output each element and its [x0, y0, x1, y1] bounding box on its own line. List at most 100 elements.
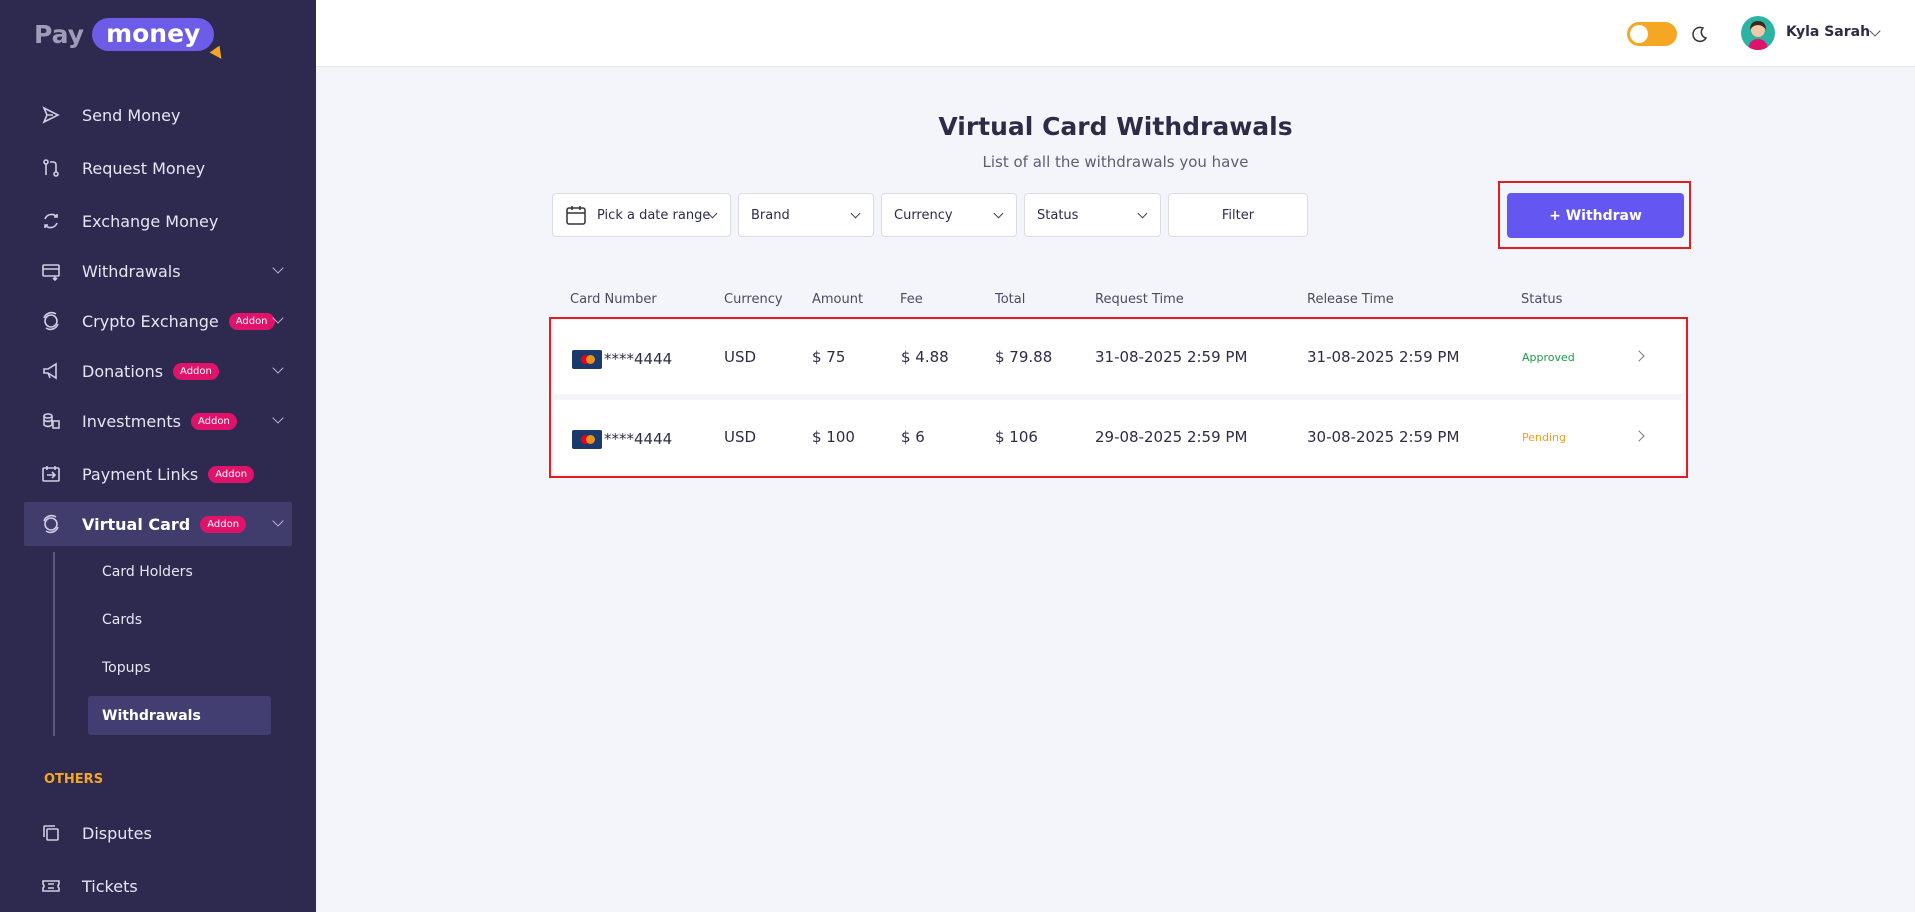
submenu-item-cards[interactable]: Cards — [102, 611, 143, 628]
topbar: Kyla Sarah — [316, 0, 1915, 67]
table-row[interactable]: ****4444 USD $ 75 $ 4.88 $ 79.88 31-08-2… — [554, 320, 1683, 394]
withdraw-button[interactable]: + Withdraw — [1507, 193, 1684, 238]
sidebar-item-label: Investments — [82, 411, 181, 431]
theme-toggle[interactable] — [1627, 22, 1677, 46]
toggle-knob — [1630, 25, 1648, 43]
sidebar-item-exchange-money[interactable]: Exchange Money — [24, 199, 292, 243]
chevron-down-icon — [272, 412, 284, 424]
moon-icon[interactable] — [1691, 25, 1709, 43]
chevron-down-icon — [1137, 208, 1148, 219]
brand-select[interactable]: Brand — [738, 193, 874, 237]
sidebar-item-label: Tickets — [82, 876, 138, 896]
avatar[interactable] — [1741, 16, 1775, 50]
sidebar: Pay money Send Money Request Money Excha… — [0, 0, 316, 912]
brand-select-label: Brand — [751, 207, 790, 223]
sidebar-item-label: Donations — [82, 361, 164, 381]
release-time-cell: 31-08-2025 2:59 PM — [1307, 348, 1460, 366]
column-header-card-number: Card Number — [570, 292, 657, 307]
cursor-icon — [209, 45, 227, 63]
page-title: Virtual Card Withdrawals — [938, 112, 1293, 141]
chevron-down-icon — [993, 208, 1004, 219]
card-number: ****4444 — [604, 350, 673, 368]
rows-highlight — [549, 317, 1688, 478]
logo-money-text: money — [92, 18, 227, 63]
sidebar-item-label: Request Money — [82, 158, 206, 178]
section-title-others: OTHERS — [44, 772, 104, 787]
total-cell: $ 79.88 — [995, 348, 1053, 366]
chevron-down-icon — [272, 362, 284, 374]
disputes-icon — [38, 820, 64, 846]
submenu-item-withdrawals[interactable]: Withdrawals — [88, 696, 271, 735]
sidebar-item-label: Exchange Money — [82, 211, 219, 231]
sidebar-item-donations[interactable]: Donations Addon — [24, 349, 292, 393]
logo[interactable]: Pay money — [34, 18, 227, 63]
submenu-item-card-holders[interactable]: Card Holders — [102, 563, 193, 580]
column-header-request-time: Request Time — [1095, 292, 1184, 307]
column-header-status: Status — [1521, 292, 1563, 307]
column-header-release-time: Release Time — [1307, 292, 1394, 307]
submenu-item-topups[interactable]: Topups — [102, 659, 151, 676]
request-icon — [38, 155, 64, 181]
addon-badge: Addon — [190, 412, 237, 430]
sidebar-item-investments[interactable]: Investments Addon — [24, 399, 292, 443]
addon-badge: Addon — [208, 465, 255, 483]
investment-icon — [38, 408, 64, 434]
virtual-card-icon — [38, 511, 64, 537]
currency-select[interactable]: Currency — [881, 193, 1017, 237]
sidebar-item-crypto-exchange[interactable]: Crypto Exchange Addon — [24, 299, 292, 343]
user-name[interactable]: Kyla Sarah — [1786, 24, 1871, 40]
withdraw-highlight — [1498, 181, 1691, 249]
chevron-right-icon[interactable] — [1633, 350, 1645, 362]
sidebar-item-payment-links[interactable]: Payment Links Addon — [24, 452, 292, 496]
request-time-cell: 29-08-2025 2:59 PM — [1095, 428, 1248, 446]
release-time-cell: 30-08-2025 2:59 PM — [1307, 428, 1460, 446]
currency-select-label: Currency — [894, 207, 953, 223]
sidebar-item-label: Send Money — [82, 105, 181, 125]
calendar-icon — [566, 206, 586, 225]
sidebar-item-tickets[interactable]: Tickets — [24, 864, 292, 908]
sidebar-item-withdrawals[interactable]: Withdrawals — [24, 249, 292, 293]
filter-button[interactable]: Filter — [1168, 193, 1308, 237]
sidebar-item-label: Crypto Exchange — [82, 311, 219, 331]
sidebar-item-label: Disputes — [82, 823, 152, 843]
submenu-line — [53, 552, 55, 736]
exchange-icon — [38, 208, 64, 234]
sidebar-item-send-money[interactable]: Send Money — [24, 93, 292, 137]
send-icon — [38, 102, 64, 128]
currency-cell: USD — [724, 428, 757, 446]
addon-badge: Addon — [200, 515, 247, 533]
donation-icon — [38, 358, 64, 384]
chevron-down-icon — [850, 208, 861, 219]
chevron-right-icon[interactable] — [1633, 430, 1645, 442]
amount-cell: $ 75 — [812, 348, 846, 366]
sidebar-item-request-money[interactable]: Request Money — [24, 146, 292, 190]
date-range-picker[interactable]: Pick a date range — [552, 193, 731, 237]
total-cell: $ 106 — [995, 428, 1038, 446]
status-select[interactable]: Status — [1024, 193, 1161, 237]
date-range-label: Pick a date range — [597, 207, 711, 223]
column-header-amount: Amount — [812, 292, 864, 307]
card-number: ****4444 — [604, 430, 673, 448]
chevron-down-icon — [272, 262, 284, 274]
amount-cell: $ 100 — [812, 428, 855, 446]
logo-pay-text: Pay — [34, 20, 85, 49]
tickets-icon — [38, 873, 64, 899]
status-select-label: Status — [1037, 207, 1079, 223]
sidebar-item-disputes[interactable]: Disputes — [24, 811, 292, 855]
fee-cell: $ 4.88 — [901, 348, 949, 366]
sidebar-item-label: Payment Links — [82, 464, 199, 484]
column-header-fee: Fee — [900, 292, 923, 307]
table-row[interactable]: ****4444 USD $ 100 $ 6 $ 106 29-08-2025 … — [554, 400, 1683, 474]
currency-cell: USD — [724, 348, 757, 366]
sidebar-item-virtual-card[interactable]: Virtual Card Addon — [24, 502, 292, 546]
status-badge: Approved — [1522, 351, 1575, 364]
mastercard-icon — [572, 430, 602, 449]
addon-badge: Addon — [228, 312, 275, 330]
column-header-currency: Currency — [724, 292, 783, 307]
withdraw-icon — [38, 258, 64, 284]
chevron-down-icon — [272, 515, 284, 527]
addon-badge: Addon — [173, 362, 219, 380]
request-time-cell: 31-08-2025 2:59 PM — [1095, 348, 1248, 366]
sidebar-item-label: Virtual Card — [82, 514, 191, 534]
chevron-down-icon[interactable] — [1869, 25, 1881, 37]
